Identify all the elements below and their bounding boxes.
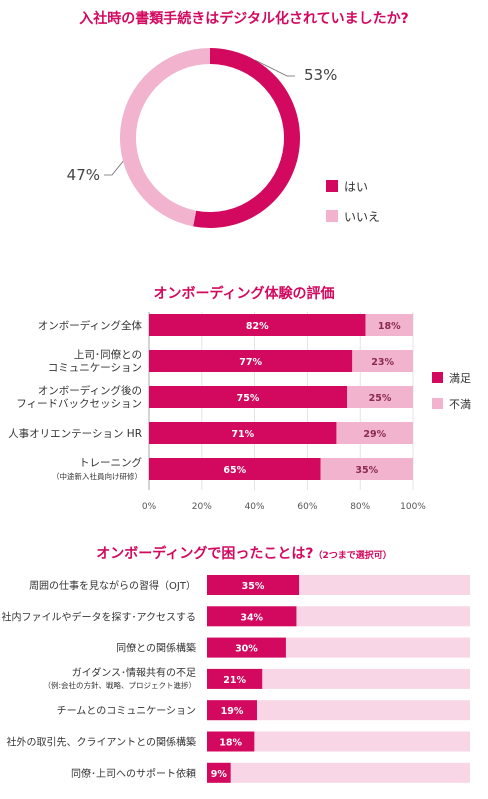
donut-legend-swatch-1 [326, 210, 338, 222]
donut-leader-1 [104, 161, 124, 176]
difficulty-category-label-6: 同僚･上司へのサポート依頼 [71, 767, 196, 780]
difficulty-data-label-1: 34% [240, 612, 263, 623]
stacked-category-label-4: トレーニング [79, 456, 142, 469]
difficulty-data-label-4: 19% [221, 706, 244, 717]
difficulty-category-label-5: 社外の取引先、クライアントとの関係構築 [7, 736, 197, 749]
stacked-xtick-label-3: 60% [297, 502, 317, 512]
donut-value-label-1: 47% [67, 166, 100, 184]
stacked-data-label-0-3: 71% [231, 429, 254, 440]
difficulty-bar-track-4 [207, 700, 470, 721]
stacked-data-label-1-0: 18% [378, 321, 401, 332]
stacked-data-label-1-2: 25% [369, 393, 392, 404]
difficulty-category-label-4: チームとのコミュニケーション [57, 705, 196, 717]
stacked-category-label-2: オンボーディング後の [38, 384, 142, 397]
difficulty-bar-0 [207, 575, 300, 595]
stacked-category-sublabel-4: （中途新入社員向け研修） [52, 471, 142, 481]
stacked-category-sublabel-1: コミュニケーション [48, 362, 142, 374]
donut-slice-0 [193, 48, 300, 228]
difficulty-bar-track-3 [207, 668, 470, 689]
difficulty-title-note: （2つまで選択可） [313, 551, 392, 561]
stacked-category-label-1: 上司･同僚との [74, 348, 142, 361]
difficulty-bar-1 [207, 606, 297, 627]
difficulty-data-label-5: 18% [219, 738, 242, 749]
stacked-bar-1-0 [365, 314, 413, 336]
stacked-bar-0-4 [149, 458, 321, 480]
difficulty-category-label-1: 社内ファイルやデータを探す･アクセスする [2, 610, 197, 623]
stacked-bar-0-1 [149, 350, 353, 372]
stacked-legend-label-1: 不満 [449, 398, 471, 411]
stacked-xtick-label-5: 100% [400, 502, 426, 512]
stacked-data-label-0-2: 75% [237, 393, 260, 404]
stacked-bar-1-2 [347, 386, 413, 408]
difficulty-title: オンボーディングで困ったことは?（2つまで選択可） [0, 543, 488, 563]
difficulty-data-label-2: 30% [235, 644, 258, 655]
stacked-category-sublabel-2: フィードバックセッション [16, 398, 142, 410]
stacked-xtick-label-1: 20% [192, 502, 212, 512]
difficulty-data-label-3: 21% [223, 675, 246, 686]
difficulty-bar-4 [207, 700, 257, 721]
difficulty-bar-5 [207, 731, 255, 752]
donut-title: 入社時の書類手続きはデジタル化されていましたか? [79, 11, 409, 27]
donut-legend-label-0: はい [344, 180, 368, 194]
stacked-bar-0-3 [149, 422, 337, 444]
stacked-bar-0-0 [149, 314, 366, 336]
donut-legend-swatch-0 [326, 180, 338, 192]
stacked-data-label-1-1: 23% [371, 357, 394, 368]
stacked-xtick-label-2: 40% [245, 502, 265, 512]
difficulty-category-label-2: 同僚との関係構築 [116, 642, 196, 655]
difficulty-data-label-0: 35% [242, 581, 265, 592]
stacked-bar-0-2 [149, 386, 347, 408]
stacked-xtick-label-4: 80% [350, 502, 370, 512]
stacked-data-label-1-4: 35% [355, 465, 378, 476]
donut-value-label-0: 53% [304, 66, 337, 84]
donut-leader-0 [254, 59, 295, 77]
donut-legend-label-1: いいえ [344, 210, 380, 224]
stacked-bar-1-1 [352, 350, 413, 372]
donut-slice-1 [119, 48, 210, 227]
stacked-category-label-0: オンボーディング全体 [38, 319, 143, 332]
difficulty-category-sublabel-3: （例:会社の方針、戦略、プロジェクト進捗） [43, 680, 196, 690]
difficulty-title-main: オンボーディングで困ったことは? [96, 546, 314, 562]
stacked-data-label-0-1: 77% [239, 357, 262, 368]
stacked-bar-1-4 [320, 458, 413, 480]
stacked-legend-swatch-0 [432, 372, 443, 383]
difficulty-bar-track-5 [207, 731, 470, 752]
stacked-data-label-1-3: 29% [363, 429, 386, 440]
stacked-title: オンボーディング体験の評価 [153, 286, 335, 302]
difficulty-bar-2 [207, 637, 286, 658]
difficulty-category-label-3: ガイダンス･情報共有の不足 [72, 666, 196, 679]
stacked-legend-label-0: 満足 [449, 372, 471, 385]
difficulty-bar-track-6 [207, 762, 470, 783]
difficulty-category-label-0: 周囲の仕事を見ながらの習得（OJT） [29, 579, 196, 592]
difficulty-bar-6 [207, 762, 231, 783]
difficulty-data-label-6: 9% [211, 769, 228, 780]
stacked-legend-swatch-1 [432, 398, 443, 409]
stacked-bar-1-3 [336, 422, 413, 444]
stacked-data-label-0-0: 82% [246, 321, 269, 332]
stacked-data-label-0-4: 65% [223, 465, 246, 476]
difficulty-bar-3 [207, 668, 263, 689]
stacked-xtick-label-0: 0% [142, 502, 157, 512]
stacked-category-label-3: 人事オリエンテーション HR [8, 427, 142, 440]
